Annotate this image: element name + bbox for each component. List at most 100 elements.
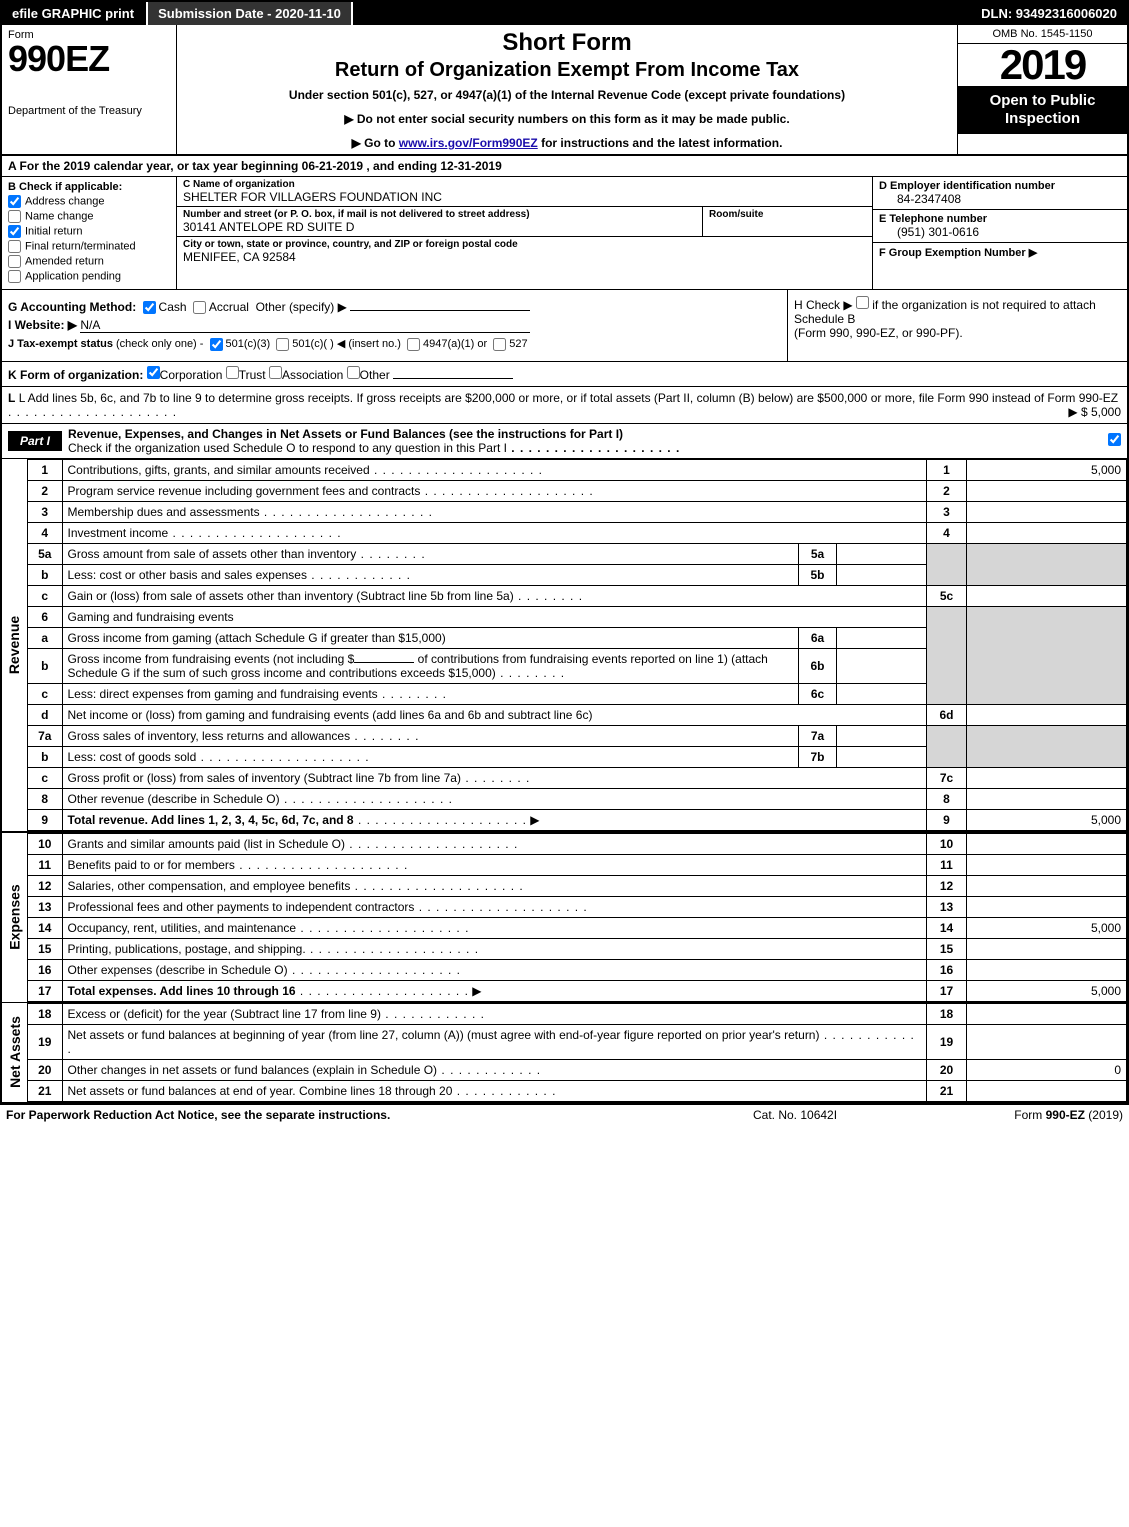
- chk-trust[interactable]: [226, 366, 239, 379]
- line-15: 15Printing, publications, postage, and s…: [28, 938, 1127, 959]
- chk-assoc[interactable]: [269, 366, 282, 379]
- chk-address-change[interactable]: Address change: [8, 195, 170, 208]
- line-13-txt: Professional fees and other payments to …: [68, 900, 415, 914]
- phone-lbl: E Telephone number: [879, 213, 1121, 225]
- line-16-txt: Other expenses (describe in Schedule O): [68, 963, 288, 977]
- line-6: 6Gaming and fundraising events: [28, 606, 1127, 627]
- chk-other-org[interactable]: [347, 366, 360, 379]
- chk-initial-return-lbl: Initial return: [25, 225, 82, 237]
- street-lbl: Number and street (or P. O. box, if mail…: [183, 209, 702, 220]
- line-21-txt: Net assets or fund balances at end of ye…: [68, 1084, 453, 1098]
- chk-accrual[interactable]: [193, 301, 206, 314]
- line-7a-subno: 7a: [799, 725, 837, 746]
- line-17-amt: 5,000: [967, 980, 1127, 1001]
- line-21-numcol: 21: [927, 1080, 967, 1101]
- net-assets-table: 18Excess or (deficit) for the year (Subt…: [28, 1003, 1127, 1102]
- form-ref-bold: 990-EZ: [1046, 1108, 1085, 1122]
- other-specify-field[interactable]: [350, 310, 530, 311]
- line-10-numcol: 10: [927, 833, 967, 854]
- line-15-amt: [967, 938, 1127, 959]
- org-name-val: SHELTER FOR VILLAGERS FOUNDATION INC: [183, 190, 866, 204]
- line-19: 19Net assets or fund balances at beginni…: [28, 1024, 1127, 1059]
- line-10: 10Grants and similar amounts paid (list …: [28, 833, 1127, 854]
- line-20-txt: Other changes in net assets or fund bala…: [68, 1063, 438, 1077]
- line-6c-subamt: [837, 683, 927, 704]
- line-9-amt: 5,000: [967, 809, 1127, 830]
- expenses-side-label: Expenses: [2, 833, 28, 1002]
- line-6c-no: c: [28, 683, 62, 704]
- line-6d-no: d: [28, 704, 62, 725]
- chk-amended-return[interactable]: Amended return: [8, 255, 170, 268]
- tax-year: 2019: [958, 44, 1127, 86]
- spacer: [353, 2, 971, 25]
- chk-initial-return-box[interactable]: [8, 225, 21, 238]
- line-18-amt: [967, 1003, 1127, 1024]
- chk-amended-return-lbl: Amended return: [25, 255, 104, 267]
- expenses-section: Expenses 10Grants and similar amounts pa…: [2, 831, 1127, 1002]
- form-number: 990EZ: [8, 41, 170, 77]
- line-11-no: 11: [28, 854, 62, 875]
- line-6d-txt: Net income or (loss) from gaming and fun…: [62, 704, 927, 725]
- line-6-no: 6: [28, 606, 62, 627]
- chk-address-change-box[interactable]: [8, 195, 21, 208]
- chk-name-change[interactable]: Name change: [8, 210, 170, 223]
- phone-val: (951) 301-0616: [879, 225, 1121, 239]
- chk-amended-return-box[interactable]: [8, 255, 21, 268]
- chk-corp[interactable]: [147, 366, 160, 379]
- other-org-field[interactable]: [393, 378, 513, 379]
- line-4-numcol: 4: [927, 522, 967, 543]
- section-c: C Name of organization SHELTER FOR VILLA…: [177, 177, 872, 289]
- line-5a-subamt: [837, 543, 927, 564]
- chk-application-pending-box[interactable]: [8, 270, 21, 283]
- section-def: D Employer identification number 84-2347…: [872, 177, 1127, 289]
- submission-date-label: Submission Date - 2020-11-10: [146, 2, 353, 25]
- chk-schedule-o[interactable]: [1108, 433, 1121, 446]
- chk-501c3[interactable]: [210, 338, 223, 351]
- chk-527[interactable]: [493, 338, 506, 351]
- line-4: 4Investment income4: [28, 522, 1127, 543]
- net-assets-label-text: Net Assets: [7, 1016, 23, 1088]
- h-text3: (Form 990, 990-EZ, or 990-PF).: [794, 326, 963, 340]
- website-line: I Website: ▶ N/A: [8, 318, 781, 333]
- tax-exempt-line: J Tax-exempt status (check only one) - 5…: [8, 337, 781, 351]
- line-16-no: 16: [28, 959, 62, 980]
- efile-graphic-print-button[interactable]: efile GRAPHIC print: [2, 2, 144, 25]
- k-lbl: K Form of organization:: [8, 368, 143, 382]
- form-ref-pre: Form: [1014, 1108, 1045, 1122]
- line-6b-blank[interactable]: [354, 662, 414, 663]
- chk-initial-return[interactable]: Initial return: [8, 225, 170, 238]
- line-14-no: 14: [28, 917, 62, 938]
- line-3: 3Membership dues and assessments3: [28, 501, 1127, 522]
- line-5c-numcol: 5c: [927, 585, 967, 606]
- grey-5ab-amt: [967, 543, 1127, 585]
- cat-no: Cat. No. 10642I: [753, 1108, 953, 1122]
- section-b-title: B Check if applicable:: [8, 181, 122, 193]
- section-h: H Check ▶ if the organization is not req…: [787, 290, 1127, 361]
- chk-4947[interactable]: [407, 338, 420, 351]
- chk-cash[interactable]: [143, 301, 156, 314]
- chk-final-return[interactable]: Final return/terminated: [8, 240, 170, 253]
- chk-name-change-box[interactable]: [8, 210, 21, 223]
- form-ref-post: (2019): [1085, 1108, 1123, 1122]
- chk-501c[interactable]: [276, 338, 289, 351]
- line-19-no: 19: [28, 1024, 62, 1059]
- line-7a-txt: Gross sales of inventory, less returns a…: [68, 729, 351, 743]
- dln-label: DLN: 93492316006020: [971, 2, 1127, 25]
- line-3-numcol: 3: [927, 501, 967, 522]
- part1-pill: Part I: [8, 431, 62, 451]
- other-lbl: Other (specify) ▶: [256, 300, 347, 314]
- city-row: City or town, state or province, country…: [177, 237, 872, 266]
- line-5b-txt: Less: cost or other basis and sales expe…: [68, 568, 307, 582]
- line-5b-subno: 5b: [799, 564, 837, 585]
- chk-schedule-b[interactable]: [856, 296, 869, 309]
- chk-final-return-box[interactable]: [8, 240, 21, 253]
- chk-application-pending[interactable]: Application pending: [8, 270, 170, 283]
- line-7b-no: b: [28, 746, 62, 767]
- irs-link[interactable]: www.irs.gov/Form990EZ: [399, 136, 538, 150]
- line-6a-subamt: [837, 627, 927, 648]
- line-9-no: 9: [28, 809, 62, 830]
- line-17-numcol: 17: [927, 980, 967, 1001]
- line-1-txt: Contributions, gifts, grants, and simila…: [68, 463, 370, 477]
- line-5a-txt: Gross amount from sale of assets other t…: [68, 547, 357, 561]
- line-6b-subamt: [837, 648, 927, 683]
